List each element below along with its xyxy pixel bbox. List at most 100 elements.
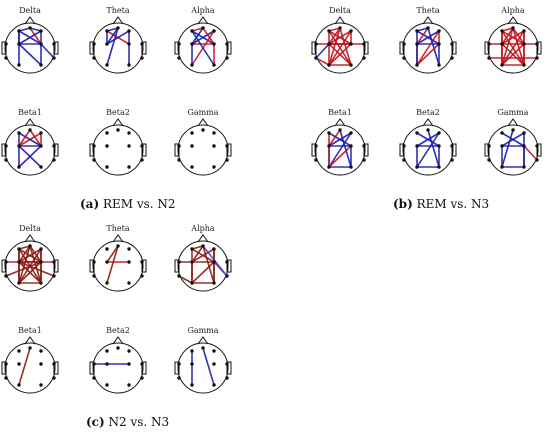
electrode-dot [4, 260, 7, 263]
head-map-beta1: Beta1 [312, 108, 368, 175]
electrode-dot [140, 158, 143, 161]
electrode-dot [349, 29, 352, 32]
electrode-dot [327, 63, 330, 66]
electrode-dot [140, 42, 143, 45]
electrode-dot [402, 42, 405, 45]
electrode-dot [500, 63, 503, 66]
electrode-dot [116, 26, 119, 29]
electrode-dot [522, 63, 525, 66]
electrode-dot [327, 144, 330, 147]
electrode-dot [415, 165, 418, 168]
electrode-dot [52, 274, 55, 277]
electrode-dot [212, 29, 215, 32]
electrode-dot [140, 144, 143, 147]
electrode-dot [105, 260, 108, 263]
electrode-dot [522, 131, 525, 134]
electrode-dot [92, 260, 95, 263]
electrode-dot [52, 376, 55, 379]
electrode-dot [212, 247, 215, 250]
electrode-dot [402, 56, 405, 59]
electrode-dot [500, 42, 503, 45]
electrode-dot [535, 42, 538, 45]
electrode-dot [177, 144, 180, 147]
electrode-dot [127, 29, 130, 32]
electrode-dot [190, 131, 193, 134]
electrode-dot [212, 63, 215, 66]
electrode-dot [140, 362, 143, 365]
electrode-dot [349, 144, 352, 147]
electrode-dot [487, 56, 490, 59]
band-label: Beta1 [18, 108, 42, 117]
electrode-dot [190, 362, 193, 365]
electrode-dot [212, 144, 215, 147]
electrode-dot [349, 42, 352, 45]
electrode-dot [362, 42, 365, 45]
head-map-beta2: Beta2 [90, 326, 146, 393]
electrode-dot [92, 158, 95, 161]
electrode-dot [140, 274, 143, 277]
electrode-dot [500, 131, 503, 134]
electrode-dot [177, 56, 180, 59]
electrode-dot [28, 346, 31, 349]
electrode-dot [17, 281, 20, 284]
electrode-dot [4, 42, 7, 45]
electrode-dot [105, 362, 108, 365]
electrode-dot [4, 56, 7, 59]
electrode-dot [39, 144, 42, 147]
electrode-dot [314, 42, 317, 45]
electrode-dot [52, 56, 55, 59]
electrode-dot [92, 56, 95, 59]
electrode-dot [212, 362, 215, 365]
electrode-dot [225, 362, 228, 365]
electrode-dot [314, 56, 317, 59]
electrode-dot [105, 144, 108, 147]
electrode-dot [105, 349, 108, 352]
electrode-dot [4, 274, 7, 277]
band-label: Alpha [190, 224, 215, 233]
electrode-dot [177, 362, 180, 365]
head-map-beta2: Beta2 [90, 108, 146, 175]
electrode-dot [190, 247, 193, 250]
electrode-dot [402, 144, 405, 147]
electrode-dot [52, 42, 55, 45]
electrode-dot [17, 144, 20, 147]
electrode-dot [17, 63, 20, 66]
electrode-dot [327, 29, 330, 32]
electrode-dot [415, 29, 418, 32]
electrode-dot [437, 42, 440, 45]
electrode-dot [402, 158, 405, 161]
electrode-dot [522, 29, 525, 32]
electrode-dot [437, 29, 440, 32]
electrode-dot [4, 376, 7, 379]
band-label: Theta [416, 6, 439, 15]
electrode-dot [105, 29, 108, 32]
head-map-alpha: Alpha [175, 6, 231, 73]
electrode-dot [212, 165, 215, 168]
head-map-theta: Theta [90, 224, 146, 291]
electrode-dot [362, 158, 365, 161]
electrode-dot [535, 56, 538, 59]
panel-c: Delta Theta AlphaBeta1 Beta2 Gamma [2, 224, 231, 393]
electrode-dot [212, 383, 215, 386]
band-label: Beta2 [416, 108, 440, 117]
band-label: Gamma [187, 108, 218, 117]
electrode-dot [39, 29, 42, 32]
electrode-dot [140, 376, 143, 379]
electrode-dot [4, 362, 7, 365]
electrode-dot [39, 260, 42, 263]
electrode-dot [127, 63, 130, 66]
electrode-dot [116, 244, 119, 247]
connection-edge [214, 262, 227, 276]
electrode-dot [177, 260, 180, 263]
electrode-dot [39, 63, 42, 66]
electrode-dot [105, 247, 108, 250]
caption-b-text: REM vs. N3 [417, 197, 490, 211]
electrode-dot [92, 274, 95, 277]
head-map-delta: Delta [2, 6, 58, 73]
electrode-dot [105, 281, 108, 284]
electrode-dot [190, 260, 193, 263]
caption-b-letter: (b) [393, 197, 413, 211]
electrode-dot [92, 362, 95, 365]
electrode-dot [190, 144, 193, 147]
electrode-dot [39, 42, 42, 45]
